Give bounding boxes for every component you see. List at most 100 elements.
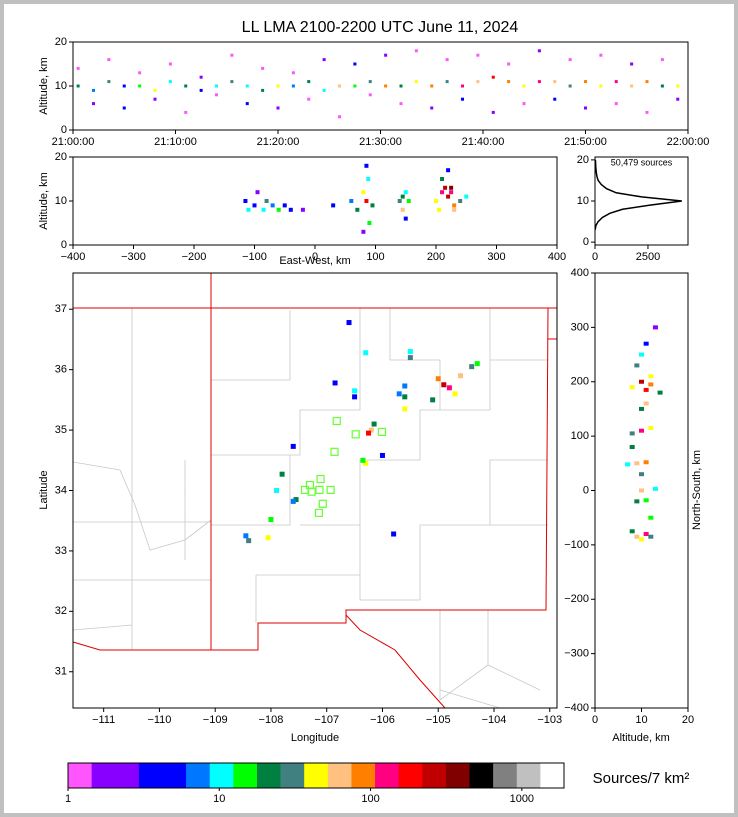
lightning-source (245, 84, 249, 88)
lightning-source (291, 84, 295, 88)
lightning-source (243, 533, 249, 539)
y-tick-label: 37 (55, 303, 67, 315)
x-tick-label: −106 (370, 714, 395, 726)
lightning-source (458, 373, 464, 379)
lightning-source (153, 97, 157, 101)
altitude-histogram (594, 159, 682, 230)
lightning-source (639, 379, 644, 384)
y-tick-label: 34 (55, 484, 67, 496)
lightning-source (648, 382, 654, 387)
lightning-source (676, 84, 680, 88)
lightning-source (476, 80, 480, 84)
lightning-source (338, 115, 341, 119)
colorbar-tick-label: 10 (213, 793, 225, 805)
station (351, 430, 360, 439)
lightning-source (584, 106, 587, 110)
lightning-source (288, 207, 293, 212)
x-tick-label: −110 (147, 714, 171, 726)
lightning-source (276, 84, 280, 88)
lightning-source (199, 75, 203, 79)
color-box (516, 763, 541, 788)
lightning-source (630, 84, 634, 88)
color-box (445, 763, 470, 788)
lightning-source (660, 58, 664, 62)
y-tick-label: 300 (571, 321, 589, 333)
color-box (304, 763, 329, 788)
lightning-source (291, 71, 295, 75)
lightning-source (461, 97, 464, 101)
x-tick-label: −100 (242, 251, 267, 263)
lightning-source (402, 383, 408, 389)
lightning-source (452, 207, 457, 212)
lightning-source (399, 84, 403, 88)
lightning-source (322, 58, 326, 62)
lightning-source (407, 349, 413, 355)
x-tick-label: 22:00:00 (667, 136, 710, 148)
lightning-source (360, 457, 366, 463)
station (314, 508, 324, 517)
color-box (91, 763, 116, 788)
station (307, 487, 316, 496)
y-tick-label: 100 (571, 430, 589, 442)
color-box (162, 763, 187, 788)
map-lines (72, 273, 557, 709)
color-box (493, 763, 518, 788)
lightning-source (346, 320, 352, 326)
lightning-source (168, 80, 172, 84)
lightning-source (361, 229, 366, 234)
lightning-source (629, 385, 635, 390)
x-tick-label: −107 (314, 714, 339, 726)
lightning-source (676, 97, 680, 101)
lightning-source (367, 221, 372, 225)
lightning-source (440, 177, 445, 181)
x-tick-label: 10 (635, 714, 647, 726)
lightning-source (246, 538, 252, 544)
lightning-source (614, 102, 618, 106)
lightning-source (261, 66, 265, 70)
x-tick-label: 21:30:00 (359, 136, 402, 148)
lightning-source (435, 376, 441, 382)
lightning-source (434, 199, 438, 203)
lightning-source (300, 207, 305, 212)
lightning-source (507, 62, 511, 66)
lightning-source (648, 534, 654, 539)
lightning-source (122, 84, 126, 88)
lightning-source (391, 531, 397, 537)
lightning-source (184, 110, 188, 114)
lightning-source (599, 53, 603, 57)
lightning-source (199, 88, 203, 92)
lightning-source (261, 207, 266, 212)
x-tick-label: 100 (366, 251, 384, 263)
colorbar-tick-label: 1 (65, 793, 71, 805)
lightning-source (366, 430, 372, 436)
lightning-source (643, 341, 649, 346)
lightning-source (246, 207, 251, 212)
lightning-source (268, 517, 274, 522)
lightning-source (449, 190, 454, 195)
lightning-source (307, 80, 311, 84)
lightning-source (400, 207, 405, 212)
lightning-source (403, 190, 408, 195)
y-tick-label: 36 (55, 364, 67, 376)
lightning-source (270, 203, 275, 208)
y-tick-label: 33 (55, 545, 67, 557)
lightning-source (657, 390, 663, 395)
lightning-source (440, 190, 445, 195)
y-tick-label: 0 (583, 236, 589, 248)
lightning-source (491, 75, 495, 79)
lightning-source (363, 460, 369, 466)
x-tick-label: 2500 (636, 251, 660, 263)
lightning-source (363, 350, 369, 356)
lightning-source (461, 84, 464, 88)
annotation: 50,479 sources (611, 157, 673, 167)
lightning-source (384, 84, 388, 88)
lightning-source (402, 394, 408, 400)
x-tick-label: −300 (121, 251, 146, 263)
lightning-source (614, 80, 618, 84)
x-tick-label: 21:20:00 (257, 136, 300, 148)
color-box (422, 763, 447, 788)
lightning-source (446, 385, 452, 391)
color-box (398, 763, 423, 788)
lightning-source (252, 203, 257, 208)
y-tick-label: −400 (564, 702, 589, 714)
